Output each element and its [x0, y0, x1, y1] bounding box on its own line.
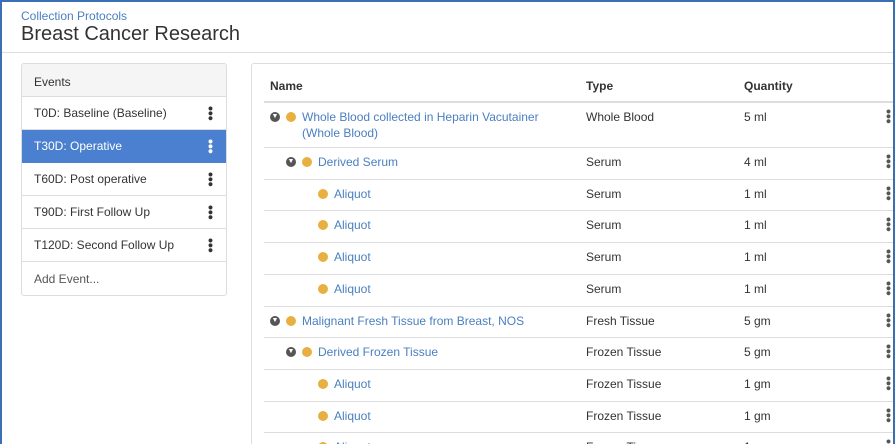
specimen-type: Serum: [580, 274, 738, 307]
more-options-icon[interactable]: •••: [881, 439, 893, 444]
table-row: Aliquot Serum 1 ml •••: [264, 274, 895, 307]
table-row: ▼ Derived Serum Serum 4 ml •••: [264, 147, 895, 180]
column-name: Name: [264, 70, 580, 103]
more-options-icon[interactable]: •••: [881, 344, 895, 360]
specimen-type: Frozen Tissue: [580, 337, 738, 371]
specimen-link[interactable]: Aliquot: [334, 408, 371, 423]
specimen-link[interactable]: Aliquot: [334, 281, 371, 296]
event-item[interactable]: T90D: First Follow Up •••: [22, 196, 226, 229]
more-options-icon[interactable]: •••: [881, 185, 895, 201]
more-options-icon[interactable]: •••: [881, 280, 895, 296]
event-label: T0D: Baseline (Baseline): [34, 106, 167, 120]
table-row: Aliquot Frozen Tissue 1 gm •••: [264, 369, 895, 402]
events-panel: Events T0D: Baseline (Baseline) ••• T30D: …: [21, 63, 227, 296]
chevron-down-icon[interactable]: ▼: [286, 347, 296, 358]
more-options-icon[interactable]: •••: [203, 204, 219, 220]
more-options-icon[interactable]: •••: [881, 217, 895, 233]
more-options-icon[interactable]: •••: [881, 376, 895, 391]
chevron-down-icon[interactable]: ▼: [270, 112, 280, 122]
specimen-type: Frozen Tissue: [580, 369, 738, 402]
specimen-link[interactable]: Aliquot: [334, 186, 371, 201]
specimen-link[interactable]: Malignant Fresh Tissue from Breast, NOS: [302, 313, 525, 328]
event-label: T30D: Operative: [34, 139, 123, 153]
status-dot-icon: [302, 157, 312, 167]
specimen-quantity: 1 ml: [738, 242, 874, 275]
specimen-quantity: 1 gm: [738, 369, 874, 402]
specimen-table: Name Type Quantity ▼ Whole Blood collecte…: [264, 70, 895, 444]
more-options-icon[interactable]: •••: [881, 154, 895, 169]
chevron-down-icon[interactable]: ▼: [286, 157, 296, 167]
event-item[interactable]: T0D: Baseline (Baseline) •••: [22, 97, 226, 130]
specimen-link[interactable]: Derived Serum: [318, 155, 399, 169]
specimen-quantity: 1 gm: [738, 432, 874, 444]
event-item[interactable]: T60D: Post operative •••: [22, 163, 226, 196]
table-row: Aliquot Frozen Tissue 1 gm •••: [264, 401, 895, 434]
event-item[interactable]: T120D: Second Follow Up •••: [22, 229, 226, 262]
specimen-type: Frozen Tissue: [580, 401, 738, 434]
specimen-link[interactable]: Aliquot: [334, 218, 371, 233]
specimen-quantity: 5 gm: [738, 337, 874, 371]
specimen-quantity: 5 ml: [738, 102, 874, 148]
chevron-down-icon[interactable]: ▼: [270, 315, 280, 326]
add-event-button[interactable]: Add Event...: [34, 271, 100, 286]
more-options-icon[interactable]: •••: [881, 249, 895, 264]
specimen-link[interactable]: Aliquot: [334, 250, 371, 265]
specimen-type: Fresh Tissue: [580, 306, 738, 339]
specimen-link[interactable]: Aliquot: [334, 377, 371, 392]
more-options-icon[interactable]: •••: [203, 138, 219, 154]
table-row: Aliquot Frozen Tissue 1 gm •••: [264, 432, 893, 444]
status-dot-icon: [318, 252, 328, 263]
events-header: Events: [22, 64, 226, 97]
more-options-icon[interactable]: •••: [203, 237, 219, 253]
specimen-link[interactable]: Whole Blood collected in Heparin Vacutai…: [302, 110, 539, 140]
more-options-icon[interactable]: •••: [881, 312, 895, 328]
status-dot-icon: [286, 315, 296, 326]
column-quantity: Quantity: [738, 70, 874, 103]
table-row: ▼ Whole Blood collected in Heparin Vacuta…: [264, 102, 895, 148]
event-item[interactable]: T30D: Operative •••: [22, 130, 226, 163]
specimen-quantity: 1 ml: [738, 179, 874, 212]
table-row: ▼ Malignant Fresh Tissue from Breast, NOS…: [264, 306, 895, 339]
specimen-quantity: 5 gm: [738, 306, 874, 339]
status-dot-icon: [318, 283, 328, 294]
table-row: Aliquot Serum 1 ml •••: [264, 179, 895, 212]
more-options-icon[interactable]: •••: [203, 105, 219, 121]
specimen-type: Whole Blood: [580, 102, 738, 148]
more-options-icon[interactable]: •••: [881, 109, 895, 124]
table-row: Aliquot Serum 1 ml •••: [264, 210, 895, 244]
specimen-panel: Name Type Quantity ▼ Whole Blood collecte…: [251, 63, 895, 444]
specimen-type: Serum: [580, 210, 738, 244]
specimen-quantity: 1 ml: [738, 210, 874, 244]
table-row: Aliquot Serum 1 ml •••: [264, 242, 895, 275]
event-label: T60D: Post operative: [34, 172, 147, 186]
status-dot-icon: [318, 442, 328, 444]
specimen-type: Serum: [580, 147, 738, 180]
status-dot-icon: [318, 410, 328, 421]
breadcrumb-collection-protocols[interactable]: Collection Protocols: [21, 9, 128, 23]
specimen-type: Frozen Tissue: [580, 432, 738, 444]
specimen-type: Serum: [580, 242, 738, 275]
event-label: T90D: First Follow Up: [34, 205, 151, 219]
more-options-icon[interactable]: •••: [203, 171, 219, 187]
more-options-icon[interactable]: •••: [881, 407, 895, 423]
specimen-link[interactable]: Aliquot: [334, 439, 371, 444]
specimen-link[interactable]: Derived Frozen Tissue: [318, 345, 439, 360]
status-dot-icon: [318, 379, 328, 390]
specimen-quantity: 4 ml: [738, 147, 874, 180]
event-label: T120D: Second Follow Up: [34, 238, 175, 252]
specimen-quantity: 1 gm: [738, 401, 874, 434]
column-type: Type: [580, 70, 738, 103]
status-dot-icon: [286, 112, 296, 122]
status-dot-icon: [318, 188, 328, 199]
divider: [2, 52, 893, 53]
page-title: Breast Cancer Research: [21, 23, 240, 45]
specimen-quantity: 1 ml: [738, 274, 874, 307]
status-dot-icon: [318, 220, 328, 231]
table-row: ▼ Derived Frozen Tissue Frozen Tissue 5 g…: [264, 337, 895, 371]
specimen-type: Serum: [580, 179, 738, 212]
status-dot-icon: [302, 347, 312, 358]
